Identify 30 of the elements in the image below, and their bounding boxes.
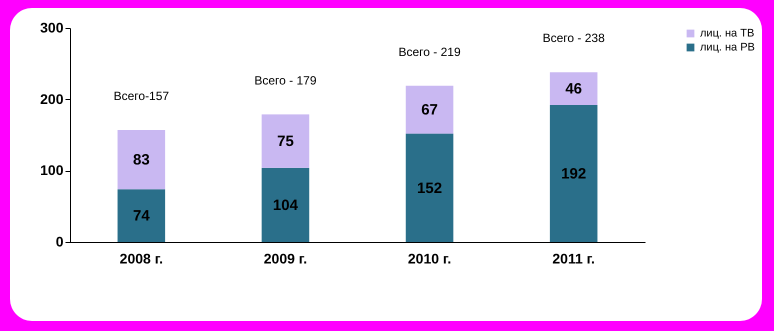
y-tick-label: 300 — [40, 20, 64, 36]
data-label: 83 — [132, 152, 150, 169]
data-label: 74 — [132, 208, 150, 225]
bar — [406, 134, 454, 242]
data-label: 75 — [277, 133, 294, 150]
bar — [118, 130, 166, 190]
y-tick-label: 100 — [40, 162, 64, 178]
legend-label: лиц. на РВ — [700, 42, 755, 54]
y-tick-label: 0 — [56, 234, 64, 250]
y-tick-label: 200 — [40, 90, 64, 107]
data-label: 152 — [417, 180, 442, 197]
legend-label: лиц. на ТВ — [700, 28, 754, 40]
x-tick-label: 2011 г. — [552, 250, 595, 266]
bar — [550, 72, 598, 106]
bar — [550, 105, 598, 242]
data-label: 67 — [421, 102, 438, 119]
x-tick-label: 2010 г. — [408, 250, 452, 266]
bar — [262, 114, 310, 168]
data-label: 46 — [565, 80, 582, 98]
annotation: Всего-157 — [114, 89, 170, 104]
annotation: Всего - 238 — [542, 31, 606, 46]
x-tick-label: 2008 г. — [120, 250, 164, 266]
annotation: Всего - 179 — [254, 73, 317, 88]
data-label: 104 — [272, 196, 299, 214]
annotation: Всего - 219 — [398, 44, 461, 59]
bar — [118, 189, 166, 242]
data-label: 192 — [561, 166, 586, 183]
bar — [262, 168, 310, 242]
x-tick-label: 2009 г. — [264, 250, 308, 266]
bar — [406, 86, 454, 134]
